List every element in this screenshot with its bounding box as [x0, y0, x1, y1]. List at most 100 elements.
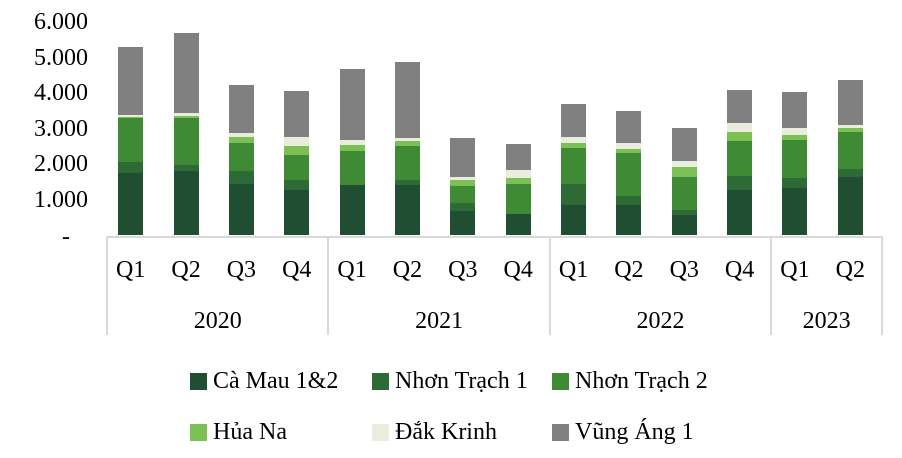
bar-segment: [561, 204, 587, 235]
y-tick-label: 4.000: [34, 80, 88, 106]
bar-segment: [118, 161, 144, 173]
legend-swatch-icon: [372, 372, 389, 390]
x-tick-label: Q2: [835, 257, 865, 283]
bar-segment: [394, 140, 420, 146]
bar-segment: [727, 90, 753, 124]
bar-segment: [173, 118, 199, 166]
x-group-divider: [548, 236, 551, 335]
bar-segment: [505, 169, 531, 178]
bar-segment: [173, 165, 199, 172]
legend-label: Hủa Na: [213, 419, 287, 445]
bar-segment: [505, 144, 531, 170]
bar-segment: [837, 168, 863, 178]
bar-segment: [284, 90, 310, 138]
bar-segment: [450, 179, 476, 186]
x-group-label: 2022: [636, 308, 685, 334]
legend-item-vung-ang-1: Vũng Áng 1: [552, 419, 694, 445]
x-tick-label: Q3: [448, 257, 478, 283]
bar-segment: [284, 137, 310, 147]
bar-2023-q1: [782, 92, 808, 235]
x-group-label: 2021: [415, 308, 464, 334]
bar-segment: [284, 179, 310, 190]
bar-segment: [118, 114, 144, 117]
bar-segment: [782, 135, 808, 141]
legend-swatch-icon: [190, 423, 207, 441]
bar-segment: [671, 167, 697, 178]
legend-swatch-icon: [552, 372, 569, 390]
bar-segment: [173, 116, 199, 119]
bar-segment: [450, 176, 476, 180]
bar-segment: [727, 189, 753, 235]
bar-segment: [671, 161, 697, 168]
bar-segment: [727, 176, 753, 190]
bar-segment: [394, 179, 420, 185]
bar-2020-q2: [173, 33, 199, 235]
bar-segment: [837, 125, 863, 129]
bar-segment: [782, 140, 808, 179]
x-tick-label: Q1: [558, 257, 589, 283]
legend-item-dak-krinh: Đắk Krinh: [372, 419, 497, 445]
bar-2020-q4: [284, 90, 310, 235]
bar-2021-q1: [339, 68, 365, 235]
y-tick-label: 5.000: [34, 44, 88, 71]
bar-segment: [561, 137, 587, 144]
bar-segment: [173, 33, 199, 114]
bar-segment: [228, 142, 254, 171]
bar-2020-q3: [228, 84, 254, 235]
legend-label: Vũng Áng 1: [575, 419, 694, 445]
bar-segment: [782, 188, 808, 235]
x-axis-line: [107, 236, 882, 238]
bar-segment: [671, 215, 697, 235]
legend-swatch-icon: [190, 372, 207, 390]
bar-segment: [394, 184, 420, 235]
legend-item-nhon-trach-2: Nhơn Trạch 2: [552, 368, 708, 394]
bar-segment: [339, 144, 365, 151]
y-tick-label: 2.000: [34, 151, 88, 177]
bar-2022-q3: [671, 128, 697, 235]
legend-label: Cà Mau 1&2: [213, 368, 339, 394]
bar-segment: [173, 171, 199, 235]
bar-segment: [505, 177, 531, 184]
bar-segment: [228, 183, 254, 235]
bar-segment: [727, 132, 753, 141]
y-tick-label: 1.000: [34, 186, 88, 213]
bar-segment: [394, 145, 420, 180]
bar-segment: [561, 148, 587, 184]
x-group-divider: [770, 236, 773, 335]
bar-segment: [118, 46, 144, 115]
bar-segment: [616, 195, 642, 205]
bar-segment: [339, 150, 365, 185]
bar-segment: [561, 104, 587, 138]
legend-item-hua-na: Hủa Na: [190, 419, 287, 445]
bar-2021-q4: [505, 144, 531, 235]
bar-segment: [616, 152, 642, 196]
legend-swatch-icon: [552, 423, 569, 441]
y-tick-label: 3.000: [34, 115, 88, 142]
bar-segment: [616, 111, 642, 144]
bar-segment: [561, 183, 587, 205]
bar-segment: [561, 143, 587, 149]
bar-segment: [837, 80, 863, 126]
x-tick-label: Q1: [780, 257, 810, 283]
bar-2020-q1: [118, 46, 144, 235]
bar-segment: [339, 68, 365, 140]
x-group-divider: [327, 236, 330, 335]
bar-segment: [173, 113, 199, 117]
x-tick-label: Q3: [226, 257, 257, 283]
bar-segment: [228, 170, 254, 184]
bar-segment: [228, 136, 254, 143]
x-group-divider: [106, 236, 108, 335]
bar-segment: [616, 143, 642, 150]
x-tick-label: Q4: [503, 257, 533, 283]
bar-segment: [671, 177, 697, 211]
bar-segment: [616, 204, 642, 235]
x-group-label: 2020: [193, 308, 242, 334]
legend-swatch-icon: [372, 423, 389, 441]
bar-segment: [228, 132, 254, 137]
legend-label: Nhơn Trạch 2: [575, 368, 708, 394]
bar-segment: [118, 117, 144, 162]
bar-segment: [837, 177, 863, 235]
bar-2021-q2: [394, 62, 420, 235]
bar-segment: [505, 214, 531, 235]
bar-segment: [339, 139, 365, 145]
